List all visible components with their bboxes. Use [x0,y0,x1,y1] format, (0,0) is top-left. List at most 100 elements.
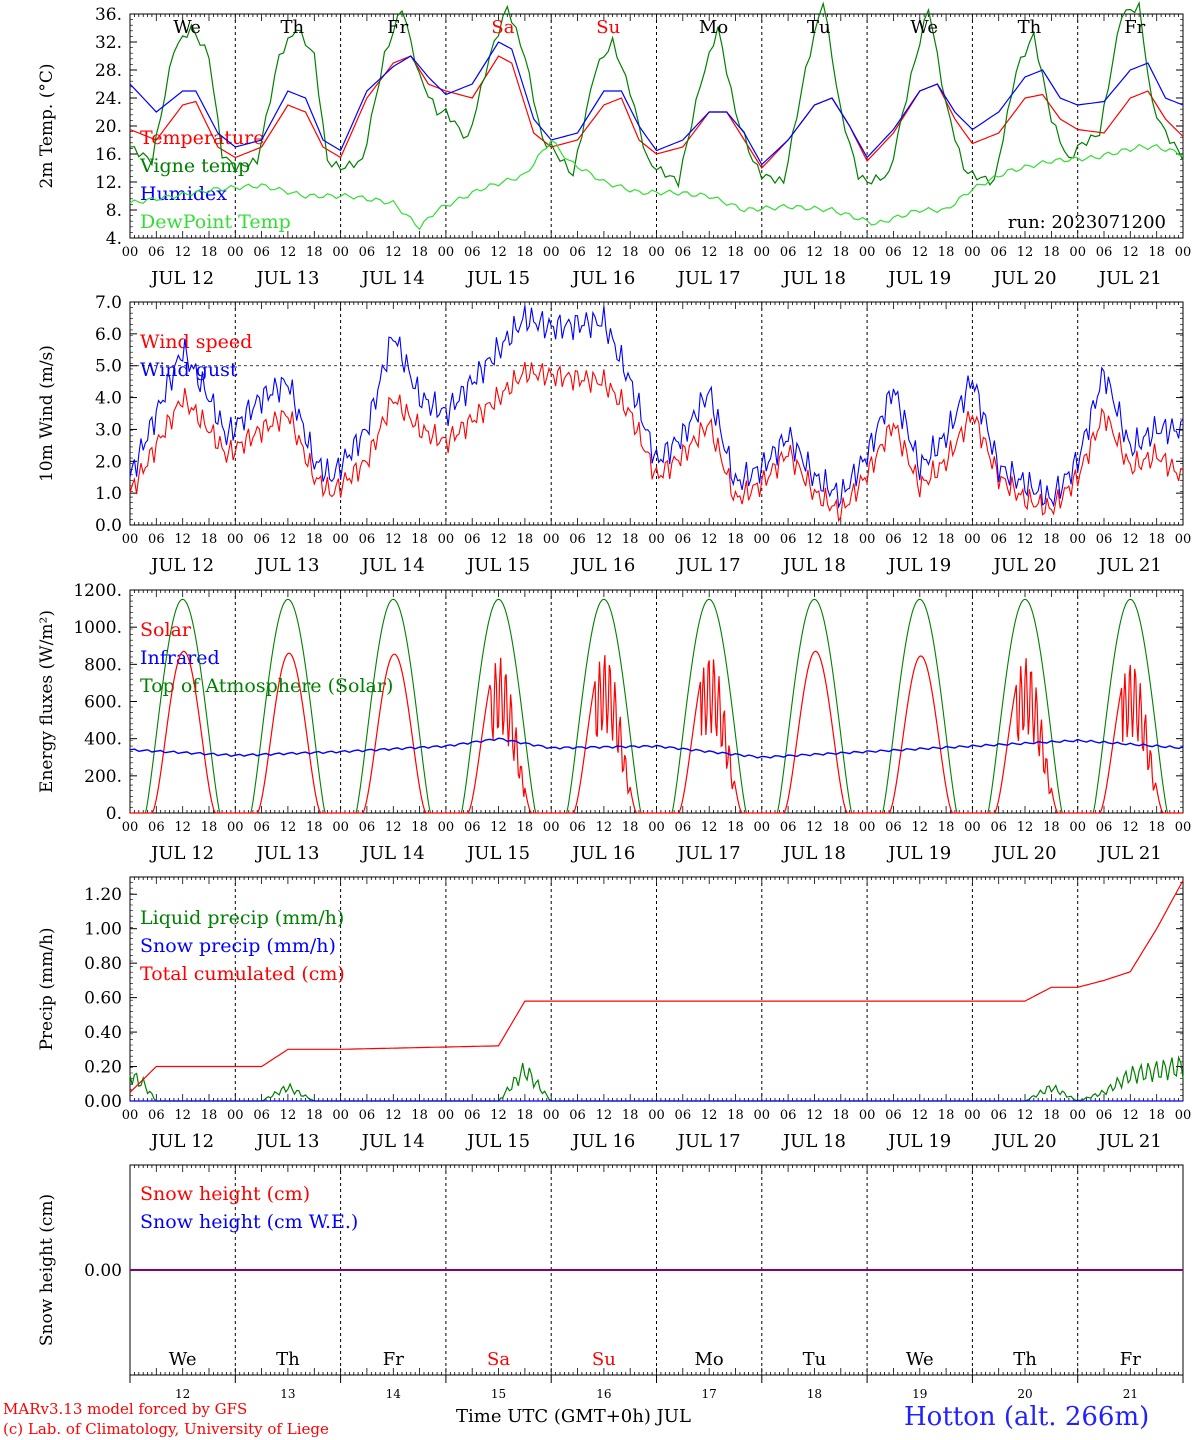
hour-tick-label: 18 [833,245,850,260]
weekday-label: Sa [487,1349,510,1370]
hour-tick-label: 06 [359,245,376,260]
hour-tick-label: 00 [122,1108,139,1123]
model-credit: MARv3.13 model forced by GFS [3,1400,248,1418]
series-temperature [129,55,1184,169]
hour-tick-label: 18 [517,245,534,260]
hour-tick-label: 00 [1069,1108,1086,1123]
y-minor-ticks [130,301,1183,526]
panel-temperature: 4. 8. 12. 16. 20. 24. 28. 32. 36. 2m Temp. (°C) 00… [37,0,1191,289]
hour-tick-label: 00 [859,245,876,260]
hour-tick-label: 06 [253,532,270,547]
hour-tick-label: 18 [727,1108,744,1123]
date-label: JUL 15 [465,555,530,576]
date-label: JUL 18 [781,268,846,289]
hour-tick-label: 00 [543,820,560,835]
hour-tick-label: 12 [174,1108,191,1123]
y-tick-label: 6.0 [95,325,122,345]
hour-tick-label: 12 [174,245,191,260]
hour-tick-label: 06 [359,532,376,547]
hour-tick-label: 12 [596,245,613,260]
y-tick-label: 0.80 [84,954,122,974]
legend-snow-precip-mm-h-: Snow precip (mm/h) [140,935,336,957]
y-minor-ticks [130,13,1183,239]
hour-tick-label: 06 [148,1108,165,1123]
hour-tick-label: 06 [464,245,481,260]
y-tick-label: 3.0 [95,420,122,440]
y-tick-label: 12. [95,173,122,193]
panel-precip: 0.00 0.20 0.40 0.60 0.80 1.00 1.20 Precip (mm/h… [37,876,1192,1152]
y-axis-label: 2m Temp. (°C) [37,63,57,188]
hour-tick-label: 00 [1069,245,1086,260]
legend-liquid-precip-mm-h-: Liquid precip (mm/h) [140,907,344,929]
panel-energy: 0. 200. 400. 600. 800. 1000. 1200. Energy fluxe… [37,581,1191,864]
hour-tick-label: 00 [543,245,560,260]
series-humidex [129,41,1184,166]
hour-tick-label: 12 [806,532,823,547]
y-tick-label: 16. [95,145,122,165]
hour-tick-label: 06 [253,820,270,835]
hour-tick-label: 18 [1043,245,1060,260]
hour-tick-label: 12 [490,532,507,547]
hour-tick-label: 12 [596,820,613,835]
date-label: JUL 21 [1097,268,1162,289]
hour-tick-label: 06 [675,820,692,835]
hour-tick-label: 12 [280,532,297,547]
hour-tick-label: 06 [569,532,586,547]
hour-tick-label: 00 [754,532,771,547]
hour-tick-label: 12 [1122,532,1139,547]
series-dewpoint-temp [129,139,1184,231]
y-tick-label: 28. [95,61,122,81]
hour-tick-label: 06 [990,820,1007,835]
hour-tick-label: 06 [675,532,692,547]
weekday-label: Tu [807,17,831,38]
hour-tick-label: 12 [280,245,297,260]
date-label: JUL 17 [676,268,741,289]
hour-tick-label: 12 [1122,245,1139,260]
hour-tick-label: 12 [1017,532,1034,547]
hour-tick-label: 00 [332,532,349,547]
date-label: JUL 12 [149,1131,214,1152]
y-tick-label: 1000. [73,618,122,638]
hour-tick-label: 00 [1175,1108,1192,1123]
legend-dewpoint-temp: DewPoint Temp [140,211,291,233]
hour-tick-label: 12 [911,1108,928,1123]
hour-ticks [129,14,1184,238]
hour-tick-label: 06 [990,1108,1007,1123]
hour-tick-label: 06 [780,820,797,835]
weekday-label: We [910,17,938,38]
hour-tick-label: 12 [911,820,928,835]
hour-tick-label: 18 [1148,245,1165,260]
hour-tick-label: 18 [201,820,218,835]
hour-tick-label: 18 [833,532,850,547]
hour-tick-label: 12 [911,532,928,547]
y-axis-label: 10m Wind (m/s) [37,345,57,482]
day-ticks [129,1375,1184,1383]
lab-credit: (c) Lab. of Climatology, University of L… [3,1420,329,1438]
hour-tick-label: 00 [332,820,349,835]
weekday-label: Tu [803,1349,827,1370]
y-tick-label: 0.60 [84,989,122,1009]
weekday-label: Fr [387,17,408,38]
hour-tick-label: 12 [806,820,823,835]
hour-tick-label: 06 [569,245,586,260]
weekday-label: Fr [383,1349,404,1370]
date-label: JUL 18 [781,843,846,864]
hour-tick-label: 06 [885,1108,902,1123]
hour-tick-label: 06 [464,532,481,547]
hour-tick-label: 12 [174,820,191,835]
hour-tick-label: 00 [754,820,771,835]
hour-tick-label: 06 [990,532,1007,547]
hour-tick-label: 12 [596,1108,613,1123]
hour-tick-label: 00 [648,820,665,835]
day-number-label: 14 [386,1387,402,1401]
hour-tick-label: 18 [411,1108,428,1123]
hour-tick-label: 00 [122,820,139,835]
hour-tick-label: 00 [648,532,665,547]
hour-tick-label: 00 [648,1108,665,1123]
hour-tick-label: 18 [306,1108,323,1123]
hour-tick-label: 12 [280,820,297,835]
run-label: run: 2023071200 [1008,212,1166,233]
hour-tick-label: 06 [569,1108,586,1123]
hour-tick-label: 12 [701,820,718,835]
